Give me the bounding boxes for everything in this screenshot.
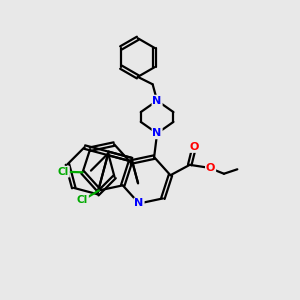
Text: O: O [206, 163, 215, 173]
Text: Cl: Cl [58, 167, 69, 177]
Text: O: O [190, 142, 199, 152]
Text: N: N [152, 96, 162, 106]
Text: N: N [152, 128, 162, 138]
Text: Cl: Cl [77, 195, 88, 206]
Text: N: N [134, 199, 144, 208]
